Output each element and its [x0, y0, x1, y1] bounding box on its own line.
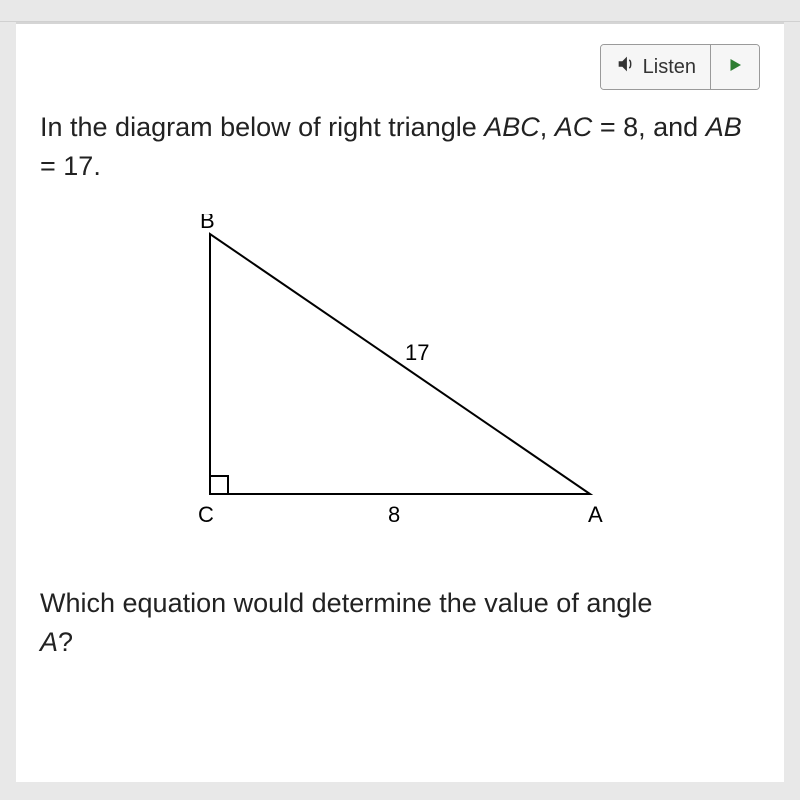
listen-label: Listen: [643, 56, 696, 79]
question-text: In the diagram below of right triangle A…: [40, 108, 760, 186]
q-eq1: =: [592, 112, 623, 142]
q-comma1: ,: [540, 112, 555, 142]
triangle-diagram: B C A 17 8: [150, 214, 650, 544]
label-A: A: [588, 502, 603, 527]
q-seg2: AB: [706, 112, 742, 142]
q-prefix: In the diagram below of right triangle: [40, 112, 484, 142]
q-val1: 8: [623, 112, 638, 142]
label-B: B: [200, 214, 215, 233]
f-qmark: ?: [58, 627, 73, 657]
label-C: C: [198, 502, 214, 527]
speaker-icon: [615, 53, 637, 81]
question-card: Listen In the diagram below of right tri…: [16, 22, 784, 782]
q-val2: 17: [63, 151, 93, 181]
q-comma2: , and: [638, 112, 706, 142]
label-base: 8: [388, 502, 400, 527]
q-eq2: =: [40, 151, 63, 181]
f-A: A: [40, 627, 58, 657]
footer-question: Which equation would determine the value…: [40, 584, 760, 662]
content-outer: Listen In the diagram below of right tri…: [0, 22, 800, 782]
label-hyp: 17: [405, 340, 429, 365]
play-button[interactable]: [711, 45, 759, 89]
f-line1: Which equation would determine the value…: [40, 588, 652, 618]
listen-button-group: Listen: [600, 44, 760, 90]
listen-row: Listen: [40, 44, 760, 90]
q-seg1: AC: [555, 112, 593, 142]
play-icon: [726, 56, 744, 79]
q-period: .: [93, 151, 101, 181]
q-tri: ABC: [484, 112, 540, 142]
top-bar: [0, 0, 800, 22]
diagram-container: B C A 17 8: [40, 214, 760, 544]
listen-button[interactable]: Listen: [601, 45, 711, 89]
